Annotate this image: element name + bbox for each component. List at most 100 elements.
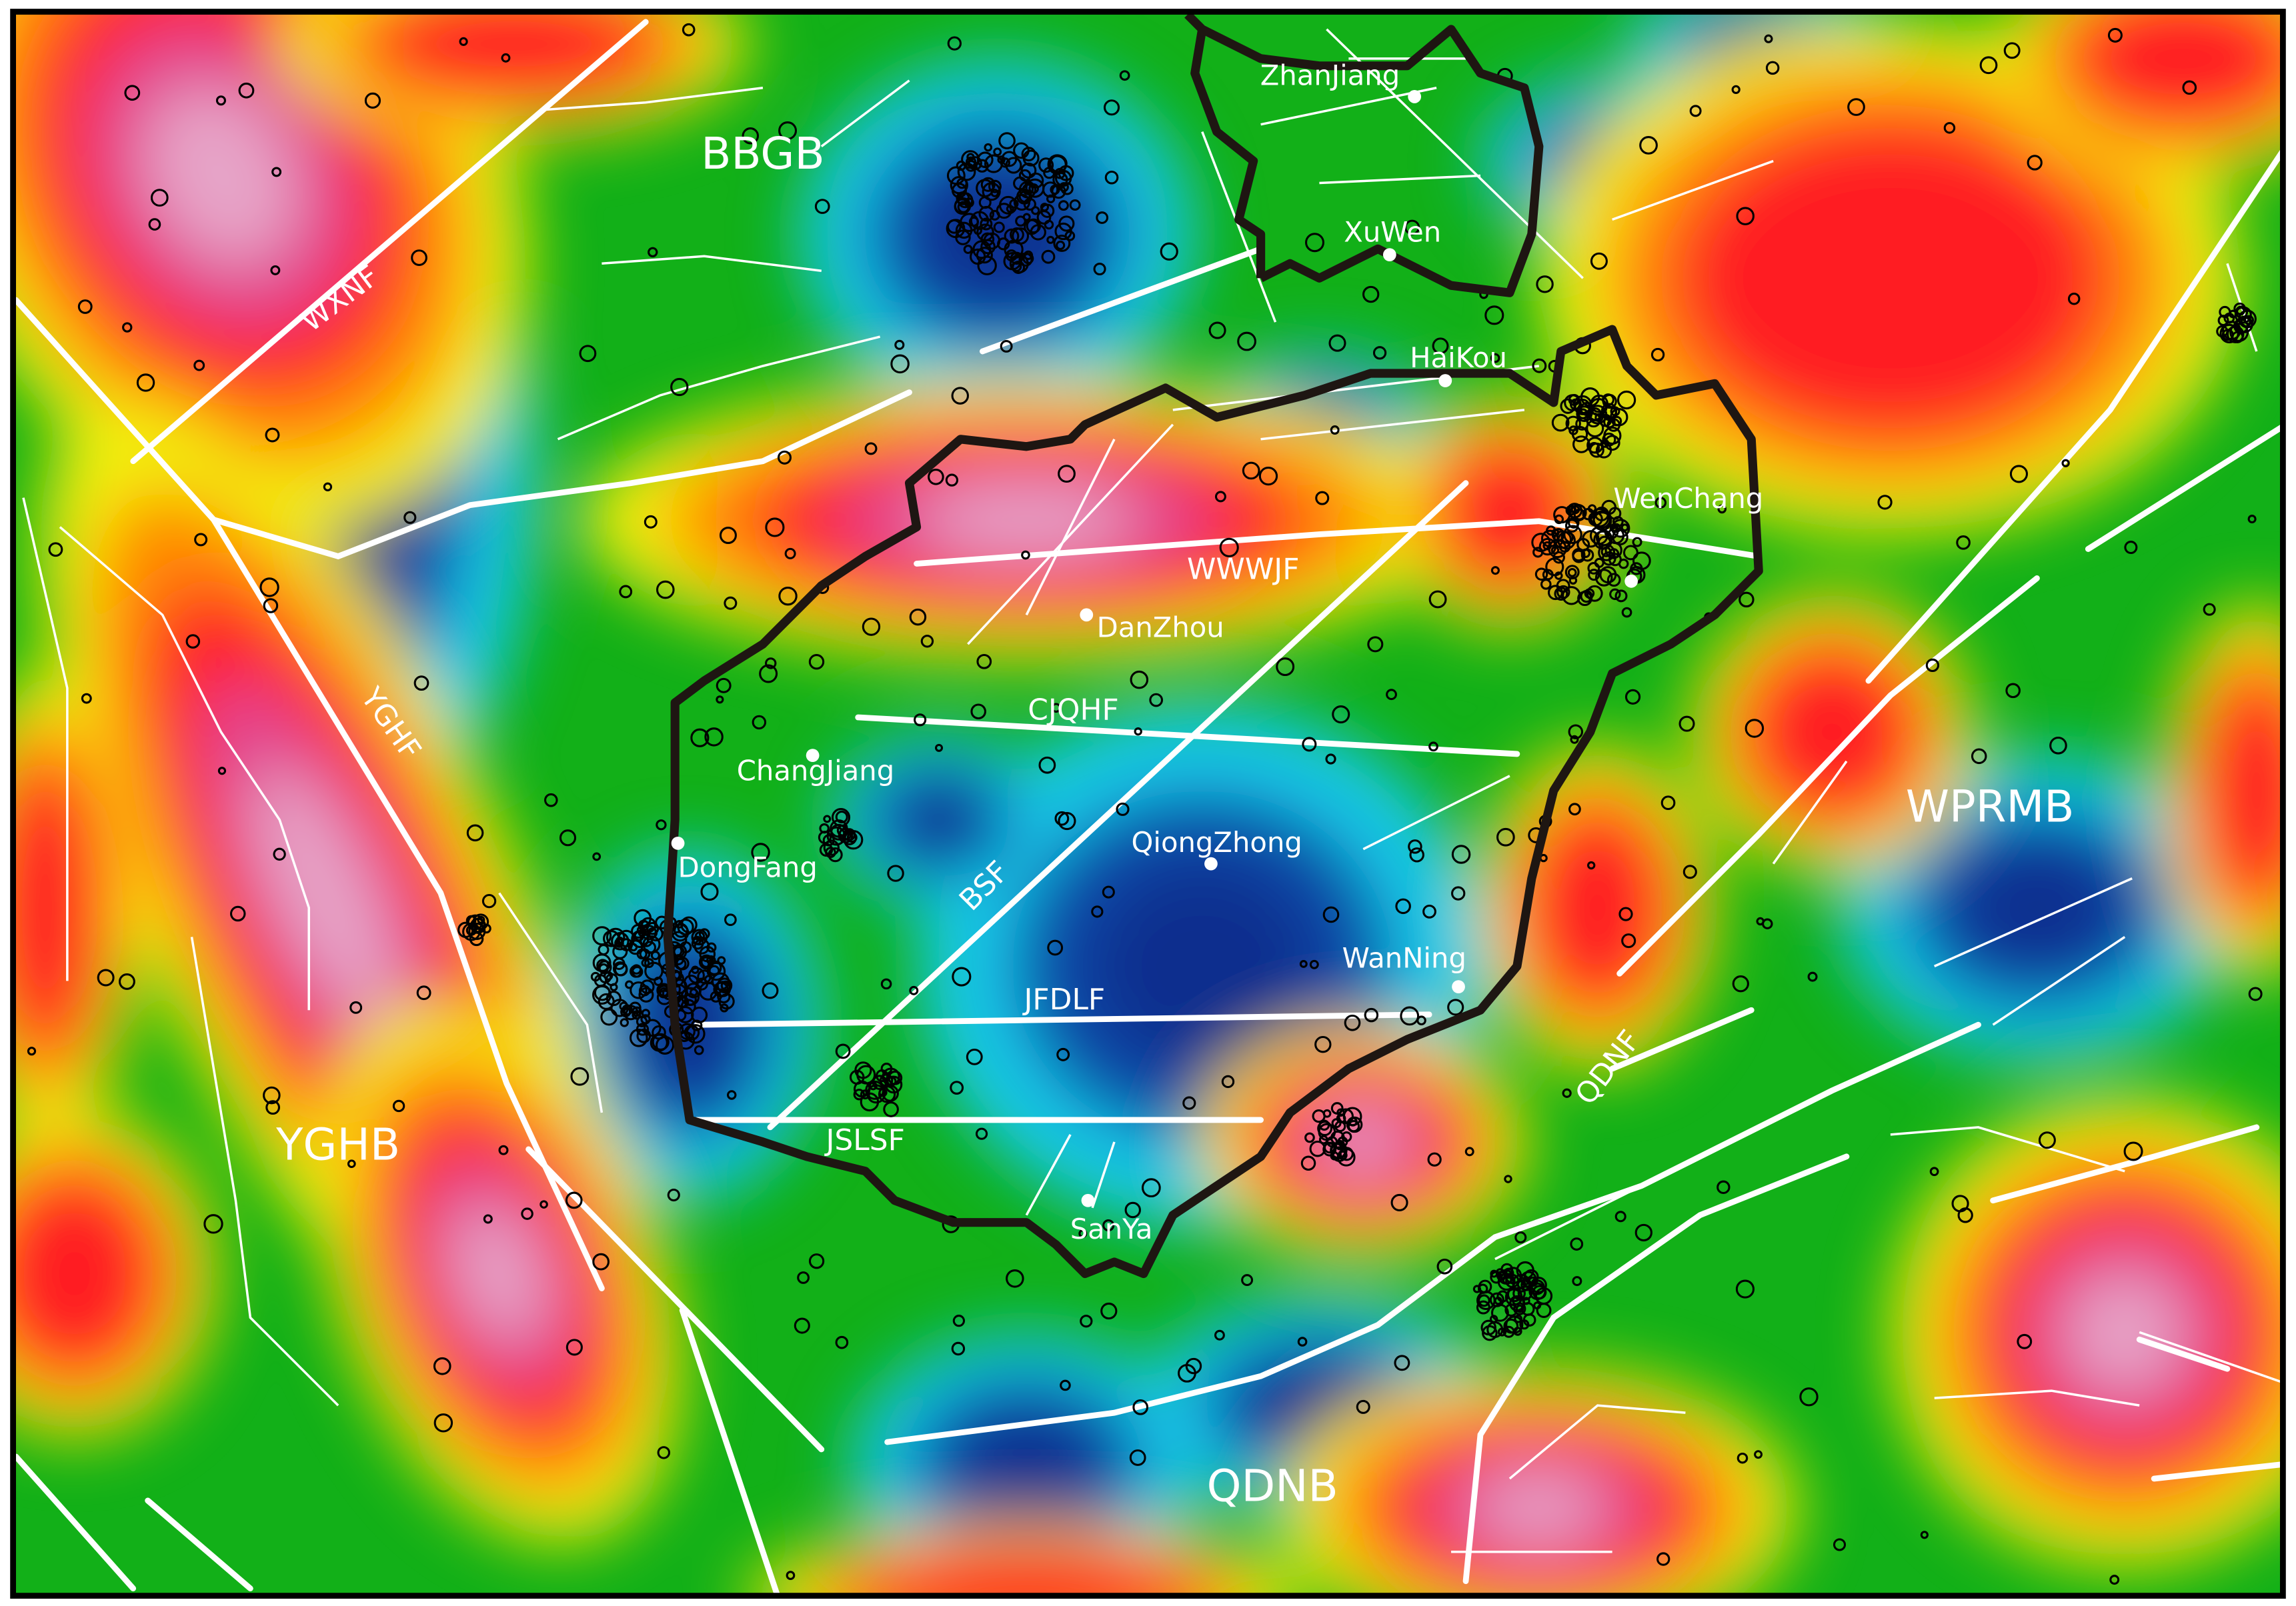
epicenter xyxy=(579,345,597,363)
epicenter xyxy=(675,920,684,929)
epicenter xyxy=(1208,321,1226,339)
epicenter xyxy=(136,373,155,392)
epicenter xyxy=(1568,724,1584,739)
epicenter xyxy=(263,1086,281,1105)
epicenter xyxy=(610,983,618,991)
epicenter xyxy=(1618,907,1633,921)
fault-label: CJQHF xyxy=(1028,693,1118,727)
anomaly-high xyxy=(144,87,298,265)
epicenter xyxy=(1160,242,1178,261)
epicenter xyxy=(643,941,657,954)
epicenter xyxy=(1745,719,1765,738)
epicenter xyxy=(1309,959,1319,969)
epicenter xyxy=(880,1063,893,1075)
epicenter xyxy=(1006,1269,1024,1288)
epicenter xyxy=(1542,541,1552,551)
epicenter xyxy=(1344,1014,1361,1031)
epicenter xyxy=(1325,753,1336,765)
epicenter xyxy=(598,993,615,1010)
epicenter xyxy=(1005,157,1022,174)
epicenter xyxy=(993,147,1002,157)
epicenter xyxy=(1436,1258,1453,1275)
epicenter xyxy=(1532,547,1544,558)
epicenter xyxy=(1490,1303,1509,1322)
epicenter xyxy=(1078,1229,1088,1238)
epicenter xyxy=(1021,550,1030,560)
fault-label: JFDLF xyxy=(1022,983,1105,1017)
epicenter xyxy=(1451,845,1471,864)
epicenter xyxy=(947,36,962,51)
epicenter xyxy=(1149,693,1164,707)
epicenter xyxy=(629,965,643,978)
epicenter xyxy=(1716,1180,1731,1195)
epicenter xyxy=(1602,393,1617,409)
epicenter xyxy=(648,247,658,257)
epicenter xyxy=(1447,999,1464,1016)
epicenter xyxy=(1477,1294,1490,1307)
epicenter xyxy=(1046,235,1055,244)
epicenter xyxy=(1058,182,1069,193)
epicenter xyxy=(694,1045,704,1055)
epicenter xyxy=(945,473,959,487)
epicenter xyxy=(778,586,798,606)
epicenter xyxy=(1490,566,1500,575)
epicenter xyxy=(956,160,966,171)
epicenter xyxy=(1299,960,1308,968)
epicenter xyxy=(853,1089,866,1101)
epicenter xyxy=(996,203,1012,219)
epicenter xyxy=(193,359,205,371)
city-label: DongFang xyxy=(678,851,818,883)
epicenter xyxy=(2009,465,2029,483)
epicenter xyxy=(638,985,651,997)
epicenter xyxy=(980,217,993,231)
anomaly-high xyxy=(1474,1473,1604,1543)
epicenter xyxy=(1737,1452,1749,1464)
epicenter xyxy=(1185,1357,1202,1375)
epicenter xyxy=(1305,233,1325,253)
epicenter xyxy=(1141,1178,1161,1198)
epicenter xyxy=(1395,898,1411,915)
epicenter xyxy=(854,1061,872,1079)
epicenter xyxy=(765,517,785,537)
anomaly-high xyxy=(453,1206,545,1341)
epicenter xyxy=(1570,505,1580,515)
epicenter xyxy=(1013,142,1030,159)
epicenter xyxy=(217,767,227,775)
epicenter xyxy=(823,839,840,856)
epicenter xyxy=(469,917,487,934)
epicenter xyxy=(946,166,966,185)
epicenter xyxy=(203,1214,223,1234)
epicenter xyxy=(968,216,980,227)
epicenter xyxy=(1586,412,1601,428)
epicenter xyxy=(1058,465,1076,483)
epicenter xyxy=(592,926,612,946)
epicenter xyxy=(1654,497,1667,509)
epicenter xyxy=(1093,263,1106,276)
epicenter xyxy=(1732,975,1749,993)
epicenter xyxy=(1312,1109,1326,1123)
epicenter xyxy=(1604,541,1622,559)
epicenter xyxy=(570,1067,590,1086)
epicenter xyxy=(1009,254,1029,274)
epicenter xyxy=(1390,1193,1408,1211)
epicenter xyxy=(1660,795,1676,811)
epicenter xyxy=(909,985,919,995)
epicenter xyxy=(914,713,927,727)
epicenter xyxy=(1315,491,1330,505)
city-label: XuWen xyxy=(1344,215,1441,248)
epicenter xyxy=(946,219,962,234)
epicenter xyxy=(966,1048,983,1065)
epicenter xyxy=(1038,157,1054,173)
epicenter xyxy=(1736,207,1755,225)
epicenter xyxy=(1689,105,1702,117)
epicenter xyxy=(1618,558,1629,569)
epicenter xyxy=(951,1341,966,1356)
epicenter xyxy=(1124,1201,1141,1219)
epicenter xyxy=(1041,249,1056,264)
epicenter xyxy=(364,92,381,109)
city-label: DanZhou xyxy=(1097,611,1224,643)
epicenter xyxy=(1428,590,1447,609)
epicenter xyxy=(1568,505,1576,513)
epicenter xyxy=(752,715,767,730)
epicenter xyxy=(1568,803,1581,816)
